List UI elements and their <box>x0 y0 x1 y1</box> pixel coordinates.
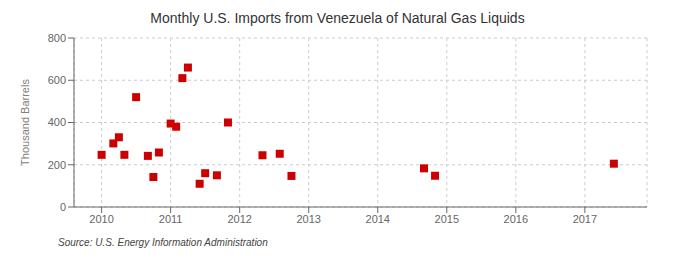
svg-text:2016: 2016 <box>504 213 528 225</box>
svg-text:0: 0 <box>60 201 66 213</box>
svg-text:800: 800 <box>48 32 66 44</box>
svg-text:2011: 2011 <box>159 213 183 225</box>
html-text:Monthly U.S. Imports from Vene: Monthly U.S. Imports from Venezuela of N… <box>150 10 525 26</box>
svg-text:200: 200 <box>48 159 66 171</box>
svg-text:Thousand Barrels: Thousand Barrels <box>19 79 31 166</box>
svg-text:400: 400 <box>48 116 66 128</box>
html-text:Source: U.S. Energy Informatio: Source: U.S. Energy Information Administ… <box>58 237 268 248</box>
svg-text:2010: 2010 <box>89 213 113 225</box>
svg-text:2012: 2012 <box>227 213 251 225</box>
svg-text:600: 600 <box>48 74 66 86</box>
svg-text:2014: 2014 <box>366 213 390 225</box>
svg-text:2017: 2017 <box>573 213 597 225</box>
svg-text:2015: 2015 <box>435 213 459 225</box>
svg-text:2013: 2013 <box>296 213 320 225</box>
